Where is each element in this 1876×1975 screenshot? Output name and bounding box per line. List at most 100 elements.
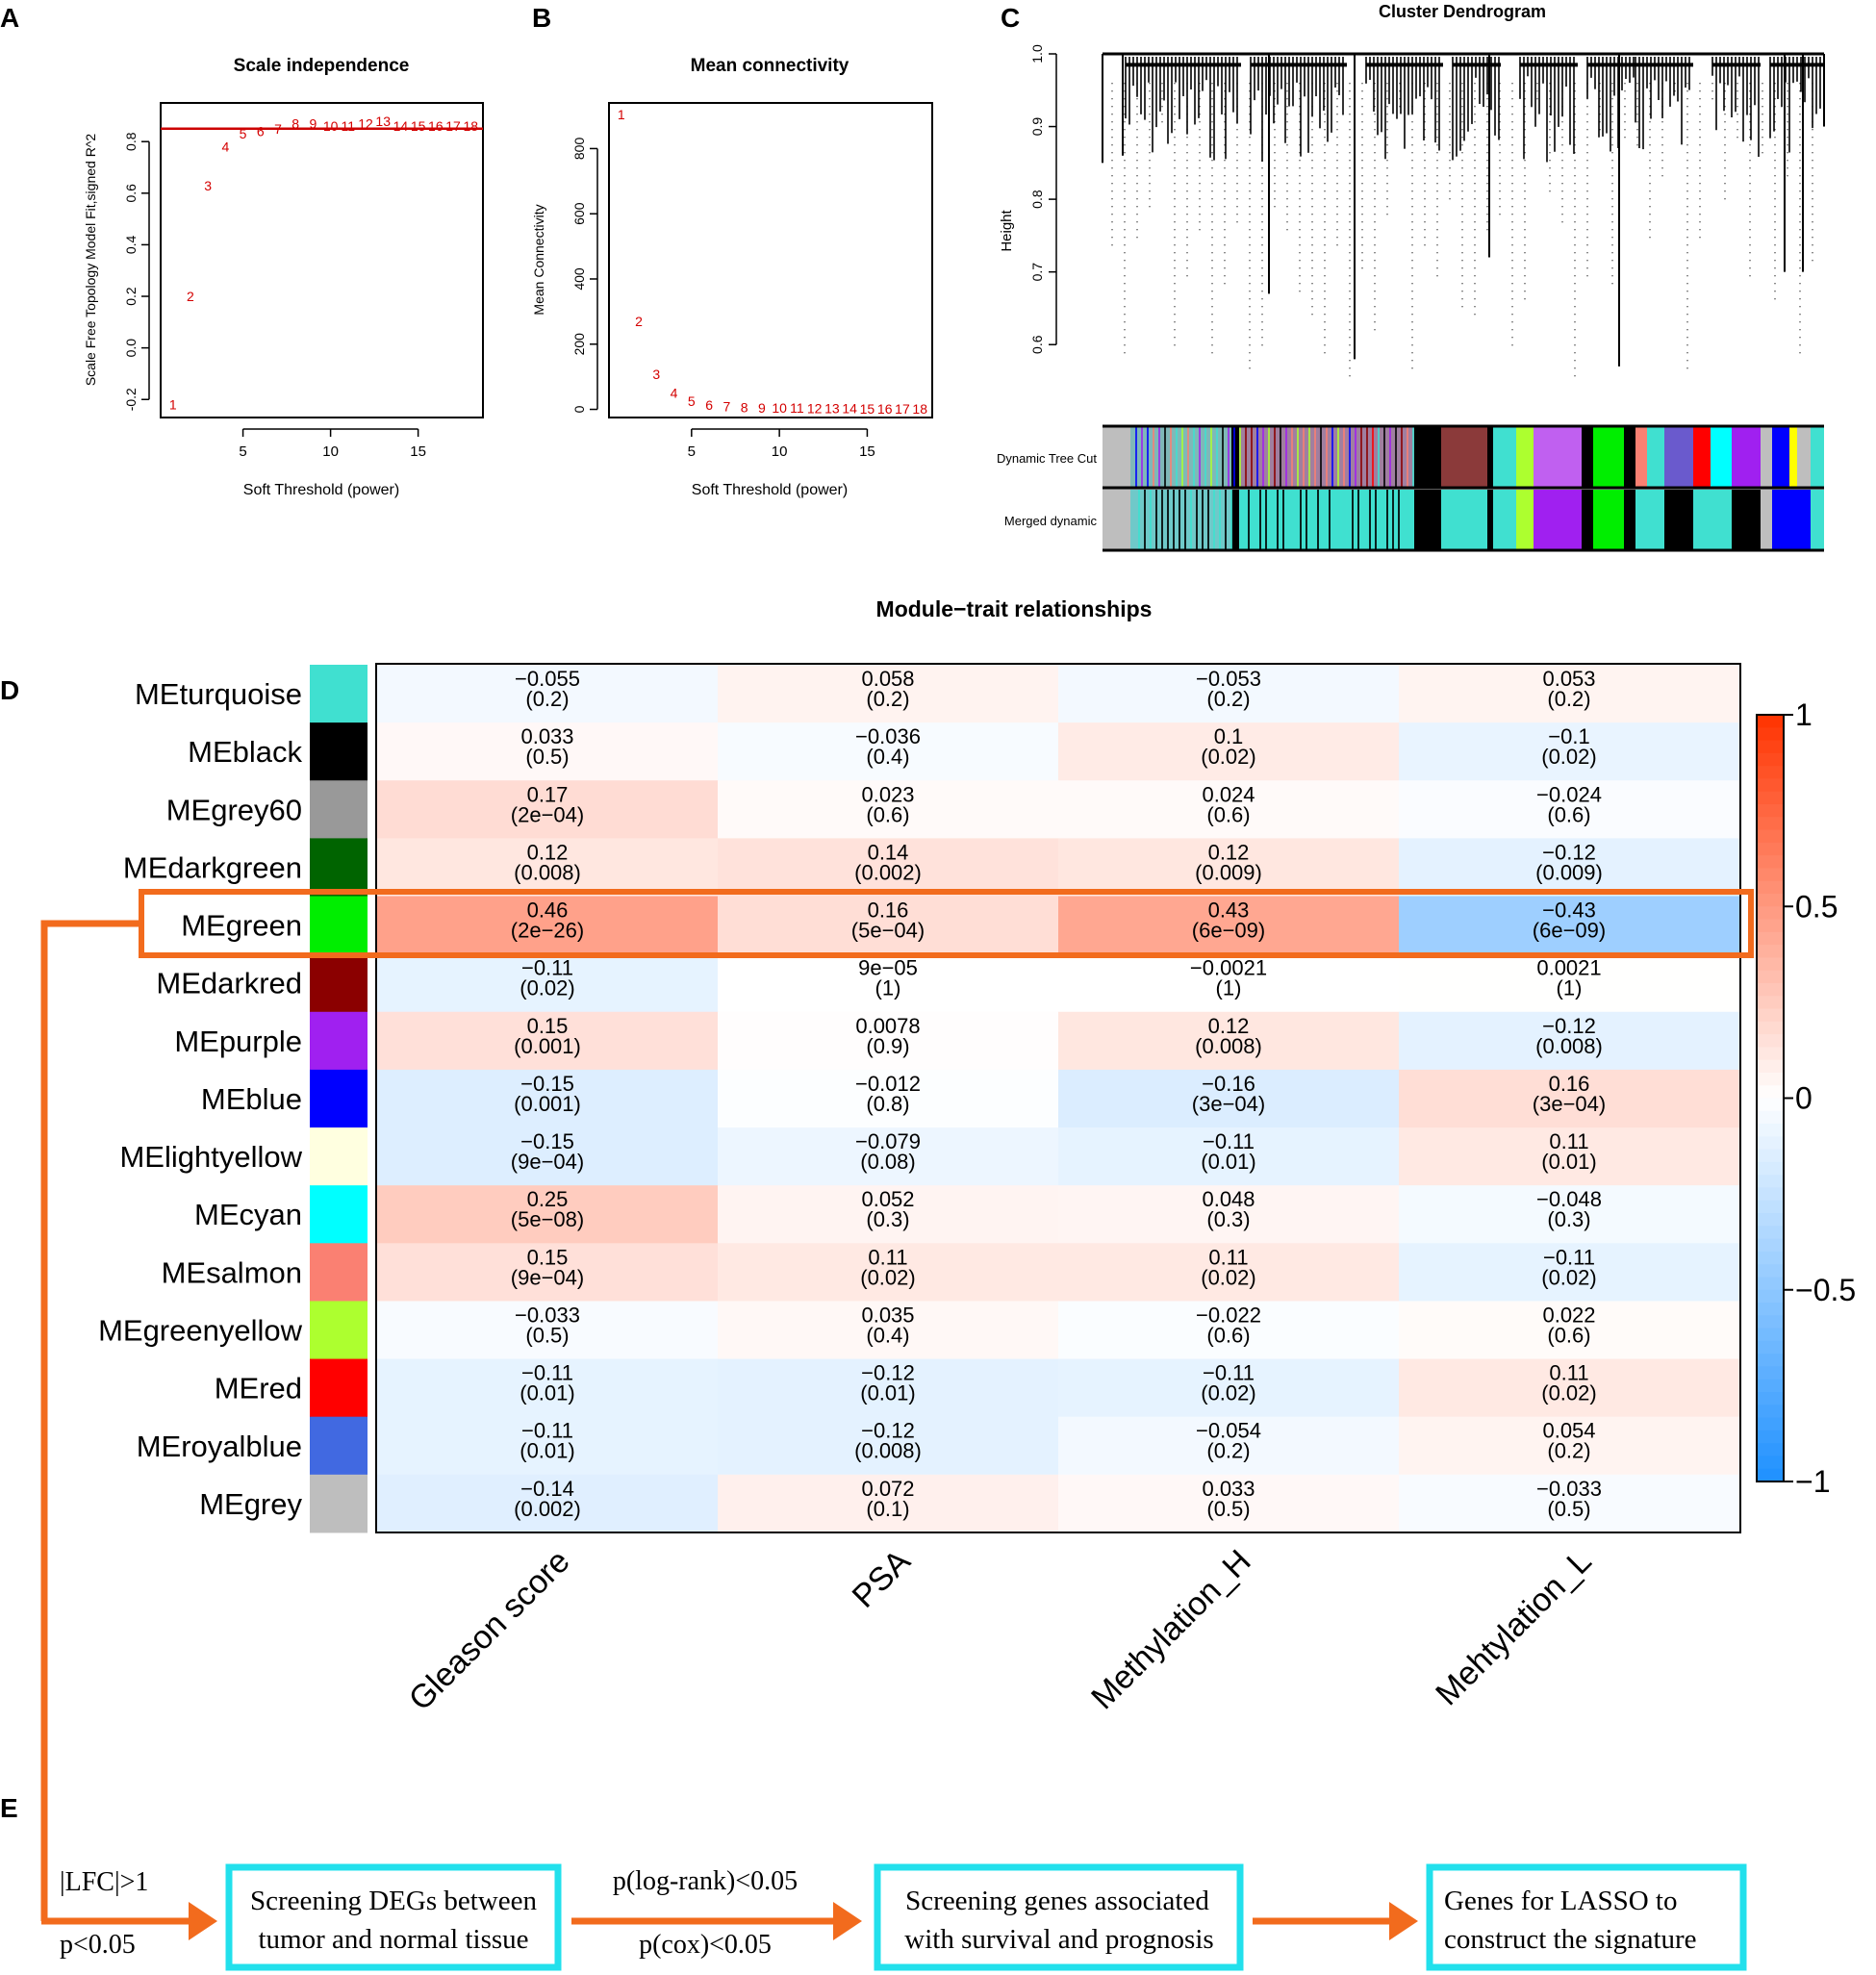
merged-dynamic-stripe <box>1409 490 1411 549</box>
cell-pvalue: (0.6) <box>1547 1323 1590 1347</box>
cell-pvalue: (0.02) <box>520 976 574 1000</box>
dynamic-tree-cut-stripe <box>1216 426 1218 487</box>
cell-correlation: −0.11 <box>1203 1129 1255 1153</box>
box2-line2: with survival and prognosis <box>904 1924 1213 1955</box>
panel-b-ylabel: Mean Connectivity <box>531 204 546 315</box>
merged-dynamic-stripe <box>1340 490 1342 549</box>
heatmap-cell <box>377 780 719 839</box>
dynamic-tree-cut-stripe <box>1291 426 1293 487</box>
merged-dynamic-stripe <box>1236 490 1238 549</box>
color-scale-step <box>1757 1008 1784 1023</box>
dynamic-tree-cut-stripe <box>1274 426 1276 487</box>
module-label-megrey: MEgrey <box>199 1487 302 1521</box>
dynamic-tree-cut-segment <box>1493 426 1516 487</box>
panel-b-point: 9 <box>758 400 766 416</box>
panel-c-y-tick-label: 0.6 <box>1029 335 1045 354</box>
merged-dynamic-segment <box>1231 490 1239 549</box>
heatmap-cell <box>718 665 1059 723</box>
panel-a-xlabel: Soft Threshold (power) <box>243 482 399 498</box>
merged-dynamic-stripe <box>1173 490 1175 549</box>
dynamic-tree-cut-stripe <box>1228 426 1230 487</box>
panel-a-x-tick-label: 5 <box>239 443 246 460</box>
cell-correlation: 0.0021 <box>1536 956 1601 980</box>
heatmap-cell <box>1399 1474 1740 1533</box>
heatmap-cell <box>718 780 1059 839</box>
cell-pvalue: (0.2) <box>1206 1439 1250 1463</box>
merged-dynamic-stripe <box>1184 490 1186 549</box>
merged-dynamic-segment <box>1732 490 1761 549</box>
box-survival-genes <box>874 1863 1244 1971</box>
merged-dynamic-stripe <box>1306 490 1307 549</box>
heatmap-cell <box>1058 1243 1400 1302</box>
merged-dynamic-stripe <box>1155 490 1157 549</box>
merged-dynamic-segment <box>1493 490 1516 549</box>
cell-correlation: 0.052 <box>861 1187 914 1211</box>
panel-a-y-tick-label: 0.4 <box>123 235 139 254</box>
dynamic-tree-cut-stripe <box>1187 426 1189 487</box>
dynamic-tree-cut-stripe <box>1297 426 1299 487</box>
cell-pvalue: (0.2) <box>866 687 909 711</box>
heatmap-cell <box>718 1301 1059 1360</box>
heatmap-cell <box>1058 1358 1400 1418</box>
heatmap-cell <box>1399 838 1740 898</box>
merged-dynamic-stripe <box>1300 490 1302 549</box>
heatmap-cell <box>718 1358 1059 1418</box>
cell-pvalue: (0.2) <box>1547 1439 1590 1463</box>
dynamic-tree-cut-stripe <box>1331 426 1333 487</box>
heatmap-cell <box>1058 953 1400 1013</box>
merged-dynamic-stripe <box>1375 490 1377 549</box>
color-scale-step <box>1757 996 1784 1010</box>
color-scale-step <box>1757 1264 1784 1279</box>
color-scale-step <box>1757 855 1784 870</box>
color-scale-step <box>1757 715 1784 729</box>
cell-correlation: 0.054 <box>1542 1419 1595 1443</box>
merged-dynamic-segment <box>1635 490 1647 549</box>
panel-b-y-tick-label: 200 <box>571 333 587 356</box>
heatmap-cell <box>1058 1301 1400 1360</box>
panel-d-letter: D <box>0 675 19 705</box>
color-scale-step <box>1757 880 1784 895</box>
module-color-bars <box>1103 424 1824 552</box>
merged-dynamic-stripe <box>1398 490 1400 549</box>
merged-dynamic-segment <box>1664 490 1693 549</box>
cell-pvalue: (0.3) <box>866 1207 909 1231</box>
panel-b-point: 16 <box>877 401 893 417</box>
heatmap-cells: −0.055(0.2)0.058(0.2)−0.053(0.2)0.053(0.… <box>377 665 1740 1533</box>
cell-correlation: 0.035 <box>861 1303 914 1327</box>
cell-correlation: −0.14 <box>520 1477 574 1501</box>
color-scale-step <box>1757 1021 1784 1036</box>
heatmap-cell <box>718 1243 1059 1302</box>
panel-b-point: 4 <box>671 386 678 401</box>
dynamic-tree-cut-segment <box>1811 426 1824 487</box>
cell-pvalue: (0.01) <box>1201 1150 1255 1174</box>
merged-dynamic-stripe <box>1254 490 1255 549</box>
merged-dynamic-stripe <box>1282 490 1284 549</box>
module-swatch-mesalmon <box>310 1243 368 1302</box>
trait-label: PSA <box>846 1543 918 1615</box>
color-scale-step <box>1757 1251 1784 1266</box>
cell-correlation: −0.12 <box>861 1361 915 1385</box>
color-scale-step <box>1757 791 1784 805</box>
color-scale-step <box>1757 1405 1784 1419</box>
cell-pvalue: (0.001) <box>514 1034 581 1058</box>
panel-a-y-tick-label: -0.2 <box>123 388 139 411</box>
merged-dynamic-stripe <box>1288 490 1290 549</box>
color-scale-step <box>1757 1328 1784 1342</box>
cell-pvalue: (0.2) <box>1547 687 1590 711</box>
cell-pvalue: (0.6) <box>866 802 909 826</box>
merged-dynamic-stripe <box>1144 490 1146 549</box>
color-scale-step <box>1757 1379 1784 1394</box>
cell-correlation: 0.17 <box>527 782 569 806</box>
cell-pvalue: (0.002) <box>514 1497 581 1521</box>
module-labels: MEturquoise MEblack MEgrey60 MEdarkgreen MEg… <box>98 677 303 1521</box>
color-scale-step <box>1757 1034 1784 1049</box>
color-scale-step <box>1757 1289 1784 1304</box>
color-scale-step <box>1757 1303 1784 1317</box>
cell-correlation: 0.12 <box>527 840 569 864</box>
panel-a-point: 3 <box>204 178 212 193</box>
panel-b-point: 12 <box>807 401 823 417</box>
color-scale-step <box>1757 906 1784 921</box>
dynamic-tree-cut-stripe <box>1412 426 1414 487</box>
merged-dynamic-stripe <box>1415 490 1417 549</box>
